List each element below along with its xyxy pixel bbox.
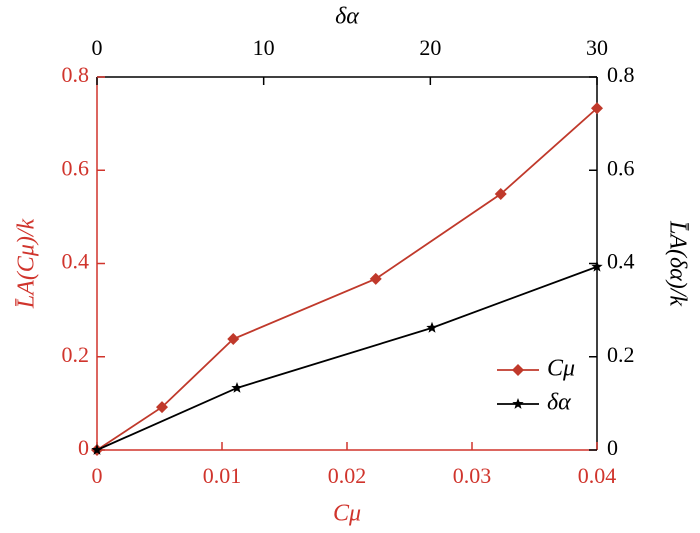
y2-tick-label: 0.2 [607, 342, 635, 367]
legend-label: Cμ [547, 356, 575, 382]
marker [591, 102, 603, 115]
y-tick-label: 0.4 [62, 249, 90, 274]
y2-tick-label: 0.4 [607, 249, 635, 274]
x-tick-label: 0.04 [578, 463, 617, 488]
x-axis-label: Cμ [333, 501, 361, 527]
series-line [96, 265, 598, 451]
y-tick-label: 0.6 [62, 155, 90, 180]
marker [512, 398, 524, 409]
marker [494, 188, 507, 201]
x2-tick-label: 0 [92, 35, 103, 60]
marker [426, 321, 438, 333]
marker [369, 272, 382, 285]
y2-tick-label: 0.8 [607, 62, 635, 87]
y-tick-label: 0 [78, 435, 89, 460]
legend-label: δα [547, 390, 571, 416]
y2-tick-label: 0 [607, 435, 618, 460]
x-tick-label: 0.02 [328, 463, 367, 488]
y-axis-label: L̄A(Cμ)/k [14, 218, 40, 309]
marker [156, 401, 168, 414]
y-tick-label: 0.8 [62, 62, 90, 87]
marker [591, 260, 603, 272]
x-tick-label: 0.03 [453, 463, 492, 488]
y2-axis-label: L̄A(δα)/k [664, 220, 690, 306]
x2-tick-label: 20 [419, 35, 441, 60]
x-tick-label: 0 [92, 463, 103, 488]
x2-axis-label: δα [335, 4, 359, 30]
marker [231, 382, 243, 393]
x2-tick-label: 30 [586, 35, 608, 60]
x-tick-label: 0.01 [203, 463, 242, 488]
y2-tick-label: 0.6 [607, 155, 635, 180]
x2-tick-label: 10 [253, 35, 275, 60]
series-line [96, 107, 598, 451]
y-tick-label: 0.2 [62, 342, 90, 367]
marker [512, 364, 524, 376]
marker [227, 333, 240, 346]
marker [91, 444, 103, 455]
